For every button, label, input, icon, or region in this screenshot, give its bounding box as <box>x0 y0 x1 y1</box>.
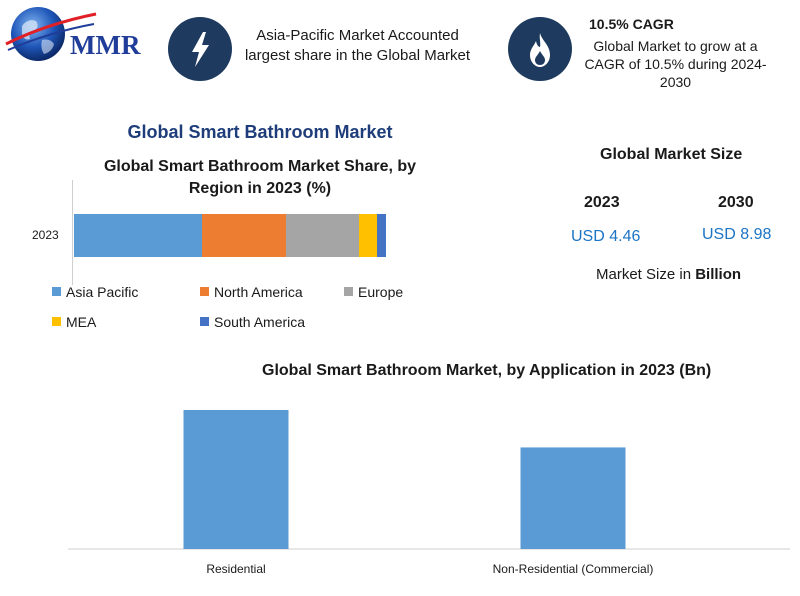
market-size-year-2023: 2023 <box>584 194 620 211</box>
legend-label: MEA <box>66 314 97 330</box>
bar-segment-south-america <box>376 214 386 257</box>
bar-segment-europe <box>286 214 360 257</box>
category-label: Residential <box>206 562 265 576</box>
page-title: Global Smart Bathroom Market <box>127 122 393 142</box>
market-size-title: Global Market Size <box>600 146 743 163</box>
info-badge-2 <box>508 17 572 81</box>
legend-item-europe: Europe <box>344 284 403 300</box>
legend-swatch <box>200 317 209 326</box>
flame-icon <box>530 33 550 67</box>
legend-label: South America <box>214 314 306 330</box>
legend-item-mea: MEA <box>52 314 96 330</box>
market-size-year-2030: 2030 <box>718 194 754 211</box>
category-label: Non-Residential (Commercial) <box>493 562 654 576</box>
market-size-value-2030: USD 8.98 <box>702 226 772 243</box>
legend-label: Europe <box>358 284 404 300</box>
legend-item-south-america: South America <box>200 314 305 330</box>
market-size-value-2023: USD 4.46 <box>571 228 641 245</box>
legend-label: North America <box>214 284 303 300</box>
bar-non-residential-commercial <box>520 447 626 549</box>
info-text-1: Asia-Pacific Market Accounted largest sh… <box>244 27 471 64</box>
bar-segment-north-america <box>201 214 287 257</box>
globe-icon <box>5 7 97 61</box>
info-text-2: Global Market to grow at a CAGR of 10.5%… <box>584 38 767 90</box>
cagr-title: 10.5% CAGR <box>589 16 674 32</box>
legend-swatch <box>52 317 61 326</box>
region-stacked-bar <box>74 214 394 257</box>
bar-residential <box>183 410 289 549</box>
legend-label: Asia Pacific <box>66 284 139 300</box>
legend-item-asia-pacific: Asia Pacific <box>52 284 138 300</box>
region-chart-category-label: 2023 <box>32 228 59 242</box>
legend-swatch <box>344 287 353 296</box>
market-size-note-unit: Billion <box>695 266 742 283</box>
bar-segment-mea <box>359 214 377 257</box>
region-chart-legend: Asia Pacific North America Europe MEA South … <box>52 284 432 336</box>
legend-swatch <box>52 287 61 296</box>
logo <box>2 4 152 66</box>
info-badge-1 <box>168 17 232 81</box>
bar-segment-asia-pacific <box>74 214 202 257</box>
market-size-note: Market Size in Billion <box>596 266 741 283</box>
application-chart-title: Global Smart Bathroom Market, by Applica… <box>262 362 712 379</box>
region-chart-title: Global Smart Bathroom Market Share, by R… <box>103 158 417 197</box>
legend-swatch <box>200 287 209 296</box>
legend-item-north-america: North America <box>200 284 303 300</box>
lightning-icon <box>192 32 209 67</box>
market-size-note-prefix: Market Size in <box>596 266 696 283</box>
logo-text: MMR <box>70 30 141 60</box>
region-chart-axis <box>72 180 73 285</box>
